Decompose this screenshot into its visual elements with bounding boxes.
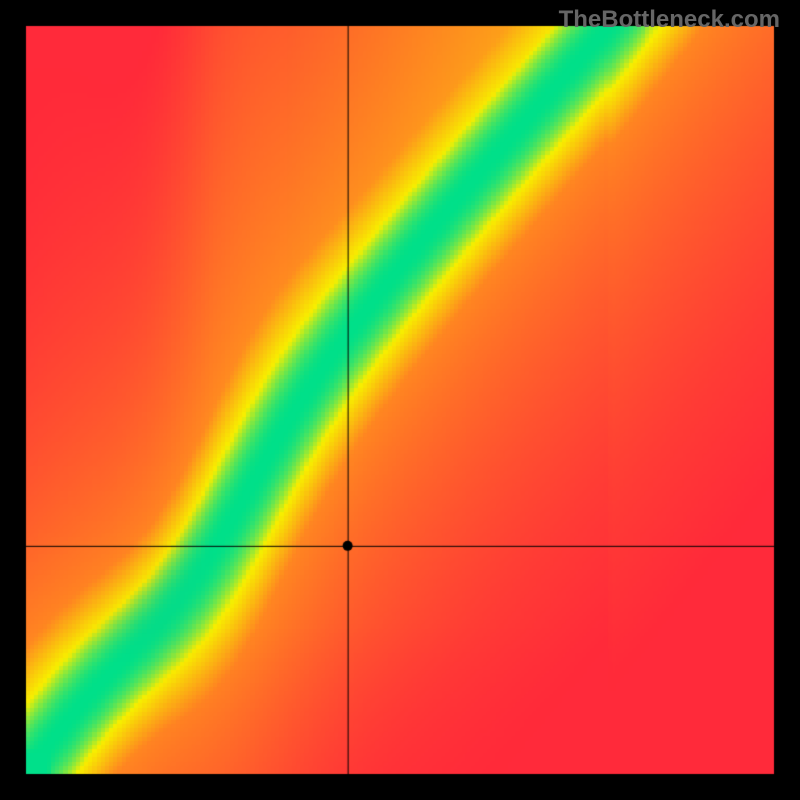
watermark-text: TheBottleneck.com: [559, 6, 780, 34]
chart-container: TheBottleneck.com: [0, 0, 800, 800]
heatmap-canvas: [0, 0, 800, 800]
